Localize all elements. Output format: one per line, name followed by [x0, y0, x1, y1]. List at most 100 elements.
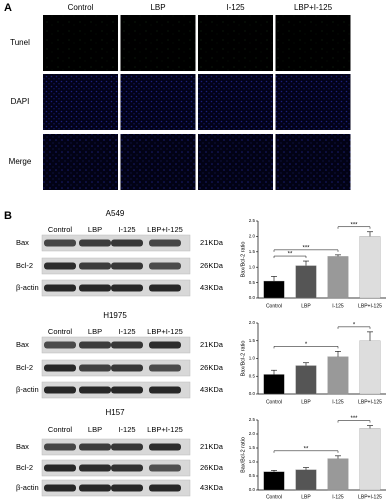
- y-tick-label: 1.5: [249, 338, 256, 343]
- band: [44, 262, 76, 270]
- size-label: 26KDa: [200, 363, 224, 372]
- x-tick-label: Control: [266, 303, 282, 309]
- lane-label: LBP: [88, 425, 102, 434]
- bar: [359, 428, 381, 491]
- size-label: 26KDa: [200, 261, 224, 270]
- band: [44, 386, 76, 394]
- y-axis-label: Bax/Bcl-2 ratio: [240, 242, 246, 278]
- x-tick-label: Control: [266, 494, 282, 500]
- band: [111, 464, 143, 472]
- lane-label: LBP: [88, 225, 102, 234]
- row-label: DAPI: [11, 97, 30, 106]
- micrograph: [275, 15, 351, 71]
- lane-label: Control: [48, 327, 73, 336]
- band: [111, 262, 143, 270]
- band: [149, 284, 181, 292]
- x-tick-label: LBP+I-125: [358, 303, 382, 309]
- bar: [359, 236, 381, 299]
- x-tick-label: I-125: [332, 303, 344, 309]
- bar: [327, 356, 349, 395]
- row-label: Merge: [9, 157, 32, 166]
- micrograph: [198, 74, 273, 130]
- y-tick-label: 0.0: [249, 295, 256, 300]
- y-tick-label: 2.0: [249, 234, 256, 239]
- blot-title: H1975: [103, 311, 127, 320]
- row-label: Tunel: [10, 38, 30, 47]
- x-tick-label: LBP+I-125: [358, 494, 382, 500]
- panel-label: A: [4, 2, 12, 14]
- y-tick-label: 1.5: [249, 249, 256, 254]
- band: [79, 386, 111, 394]
- band: [149, 364, 181, 372]
- size-label: 43KDa: [200, 483, 224, 492]
- micrograph: [43, 15, 118, 71]
- y-tick-label: 2.5: [249, 218, 256, 223]
- y-tick-label: 0.0: [249, 391, 256, 396]
- y-tick-label: 1.0: [249, 459, 256, 464]
- micrograph: [120, 74, 196, 130]
- micrograph: [198, 15, 273, 71]
- size-label: 26KDa: [200, 463, 224, 472]
- y-axis-label: Bax/Bcl-2 ratio: [240, 437, 246, 473]
- micrograph: [120, 134, 196, 190]
- band: [149, 341, 181, 349]
- x-tick-label: Control: [266, 399, 282, 405]
- band: [111, 239, 143, 247]
- significance-label: ***: [302, 245, 310, 251]
- x-tick-label: LBP: [301, 303, 311, 309]
- y-tick-label: 0.5: [249, 280, 256, 285]
- protein-label: β-actin: [16, 283, 39, 292]
- protein-label: Bax: [16, 238, 29, 247]
- band: [111, 484, 143, 492]
- significance-bracket: [337, 326, 371, 329]
- significance-label: **: [288, 252, 293, 258]
- band: [79, 262, 111, 270]
- band: [44, 443, 76, 451]
- significance-label: *: [305, 342, 308, 348]
- y-axis-label: Bax/Bcl-2 ratio: [240, 341, 246, 377]
- band: [44, 484, 76, 492]
- band: [111, 443, 143, 451]
- protein-label: Bax: [16, 442, 29, 451]
- band: [44, 239, 76, 247]
- significance-label: ***: [350, 416, 358, 422]
- bar: [263, 280, 285, 299]
- micrograph: [120, 15, 196, 71]
- significance-label: **: [304, 446, 309, 452]
- bar: [263, 374, 285, 395]
- micrograph: [43, 74, 118, 130]
- protein-label: Bcl-2: [16, 363, 33, 372]
- x-tick-label: I-125: [332, 399, 344, 405]
- bar: [295, 365, 317, 395]
- band: [149, 464, 181, 472]
- size-label: 43KDa: [200, 283, 224, 292]
- bar: [295, 265, 317, 299]
- bar: [327, 256, 349, 299]
- band: [149, 239, 181, 247]
- significance-bracket: [273, 255, 307, 259]
- y-tick-label: 0.5: [249, 473, 256, 478]
- lane-label: I-125: [118, 425, 135, 434]
- band: [79, 464, 111, 472]
- band: [44, 464, 76, 472]
- micrograph: [275, 74, 351, 130]
- significance-label: *: [353, 322, 356, 328]
- blot-title: A549: [106, 209, 125, 218]
- band: [111, 364, 143, 372]
- band: [79, 443, 111, 451]
- band: [149, 484, 181, 492]
- band: [79, 341, 111, 349]
- y-tick-label: 0.0: [249, 487, 256, 492]
- protein-label: β-actin: [16, 385, 39, 394]
- column-label: LBP+I-125: [294, 3, 333, 12]
- micrograph: [43, 134, 118, 190]
- micrograph: [198, 134, 273, 190]
- band: [111, 284, 143, 292]
- y-tick-label: 1.5: [249, 445, 256, 450]
- size-label: 43KDa: [200, 385, 224, 394]
- column-label: Control: [68, 3, 94, 12]
- significance-bracket: [273, 346, 339, 349]
- x-tick-label: LBP+I-125: [358, 399, 382, 405]
